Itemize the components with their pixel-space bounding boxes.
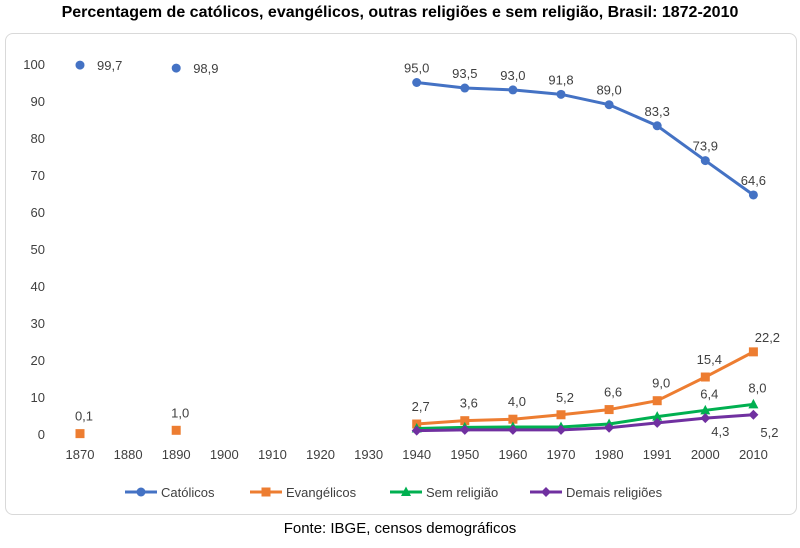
data-label-evangelicos: 0,1 [75, 409, 93, 424]
source-note: Fonte: IBGE, censos demográficos [283, 520, 517, 537]
data-label-sem-religiao: 6,4 [700, 386, 718, 401]
data-label-catolicos: 95,0 [404, 61, 429, 76]
y-tick-label: 80 [31, 131, 45, 146]
data-point-catolicos [604, 100, 614, 110]
x-tick-label: 1890 [162, 447, 191, 462]
data-point-evangelicos [556, 410, 566, 420]
data-point-demais-religioes [700, 413, 711, 424]
x-tick-label: 1930 [354, 447, 383, 462]
data-point-sem-religiao [748, 398, 759, 409]
data-label-evangelicos: 9,0 [652, 376, 670, 391]
data-point-catolicos [748, 190, 758, 200]
data-point-catolicos [652, 121, 662, 131]
x-tick-label: 1910 [258, 447, 287, 462]
y-tick-label: 70 [31, 168, 45, 183]
data-label-catolicos: 91,8 [548, 72, 573, 87]
data-label-evangelicos: 15,4 [697, 352, 722, 367]
data-label-evangelicos: 6,6 [604, 385, 622, 400]
series-line-evangelicos [415, 350, 755, 426]
data-point-evangelicos [700, 372, 710, 382]
data-point-catolicos [508, 85, 518, 95]
data-label-catolicos: 83,3 [645, 104, 670, 119]
data-label-evangelicos: 22,2 [755, 330, 780, 345]
data-point-catolicos [460, 83, 470, 93]
x-tick-label: 2000 [691, 447, 720, 462]
x-tick-label: 1991 [643, 447, 672, 462]
data-point-demais-religioes [604, 422, 615, 433]
x-tick-label: 1900 [210, 447, 239, 462]
data-point-evangelicos [652, 396, 662, 406]
data-label-evangelicos: 2,7 [412, 399, 430, 414]
x-tick-label: 1920 [306, 447, 335, 462]
data-point-demais-religioes [556, 424, 566, 435]
data-point-evangelicos [748, 347, 758, 357]
legend-label-evangelicos: Evangélicos [286, 485, 357, 500]
data-label-evangelicos: 5,2 [556, 390, 574, 405]
legend-marker-demais-religioes [541, 487, 551, 497]
x-tick-label: 1870 [66, 447, 95, 462]
data-label-evangelicos: 4,0 [508, 394, 526, 409]
y-tick-label: 10 [31, 390, 45, 405]
y-tick-label: 0 [38, 427, 45, 442]
data-point-catolicos [412, 78, 422, 87]
series-line-sem-religiao [415, 402, 755, 430]
data-label-catolicos: 64,6 [741, 173, 766, 188]
y-tick-label: 40 [31, 279, 45, 294]
data-point-demais-religioes [411, 425, 422, 436]
x-tick-label: 2010 [739, 447, 768, 462]
legend-marker-sem-religiao [401, 486, 411, 496]
data-point-demais-religioes [652, 417, 663, 428]
legend-marker-catolicos [136, 487, 146, 497]
data-point-catolicos [700, 156, 710, 166]
x-tick-label: 1880 [114, 447, 143, 462]
data-point-catolicos [75, 60, 85, 70]
legend-marker-evangelicos [261, 487, 271, 497]
data-label-catolicos: 98,9 [193, 61, 218, 76]
data-label-catolicos: 73,9 [693, 139, 718, 154]
y-tick-label: 90 [31, 94, 45, 109]
data-point-evangelicos [604, 405, 614, 415]
y-tick-label: 60 [31, 205, 45, 220]
data-point-sem-religiao [652, 411, 663, 421]
data-point-catolicos [171, 63, 181, 73]
legend-label-catolicos: Católicos [161, 485, 215, 500]
data-label-evangelicos: 1,0 [171, 405, 189, 420]
data-label-catolicos: 99,7 [97, 58, 122, 73]
data-point-sem-religiao [700, 404, 711, 415]
x-tick-label: 1980 [595, 447, 624, 462]
data-point-demais-religioes [459, 424, 470, 435]
data-label-catolicos: 89,0 [596, 83, 621, 98]
data-label-evangelicos: 3,6 [460, 396, 478, 411]
series-line-demais-religioes [415, 413, 755, 433]
x-tick-label: 1950 [450, 447, 479, 462]
data-label-catolicos: 93,0 [500, 68, 525, 83]
chart-frame [5, 33, 797, 515]
data-point-evangelicos [508, 414, 518, 424]
x-tick-label: 1960 [498, 447, 527, 462]
y-tick-label: 50 [31, 242, 45, 257]
data-point-demais-religioes [507, 424, 518, 435]
x-tick-label: 1970 [547, 447, 576, 462]
data-label-sem-religiao: 8,0 [748, 380, 766, 395]
y-tick-label: 20 [31, 353, 45, 368]
data-label-demais-religioes: 4,3 [711, 424, 729, 439]
chart-title: Percentagem de católicos, evangélicos, o… [61, 4, 739, 21]
data-point-catolicos [556, 89, 566, 99]
data-label-catolicos: 93,5 [452, 66, 477, 81]
y-tick-label: 30 [31, 316, 45, 331]
data-point-evangelicos [171, 425, 181, 435]
data-label-demais-religioes: 5,2 [760, 425, 778, 440]
data-point-evangelicos [75, 429, 85, 439]
y-tick-label: 100 [23, 57, 45, 72]
series-line-catolicos [415, 81, 755, 197]
legend-label-demais-religioes: Demais religiões [566, 485, 663, 500]
x-tick-label: 1940 [402, 447, 431, 462]
data-point-evangelicos [460, 416, 470, 426]
legend-label-sem-religiao: Sem religião [426, 485, 498, 500]
data-point-demais-religioes [748, 409, 759, 420]
